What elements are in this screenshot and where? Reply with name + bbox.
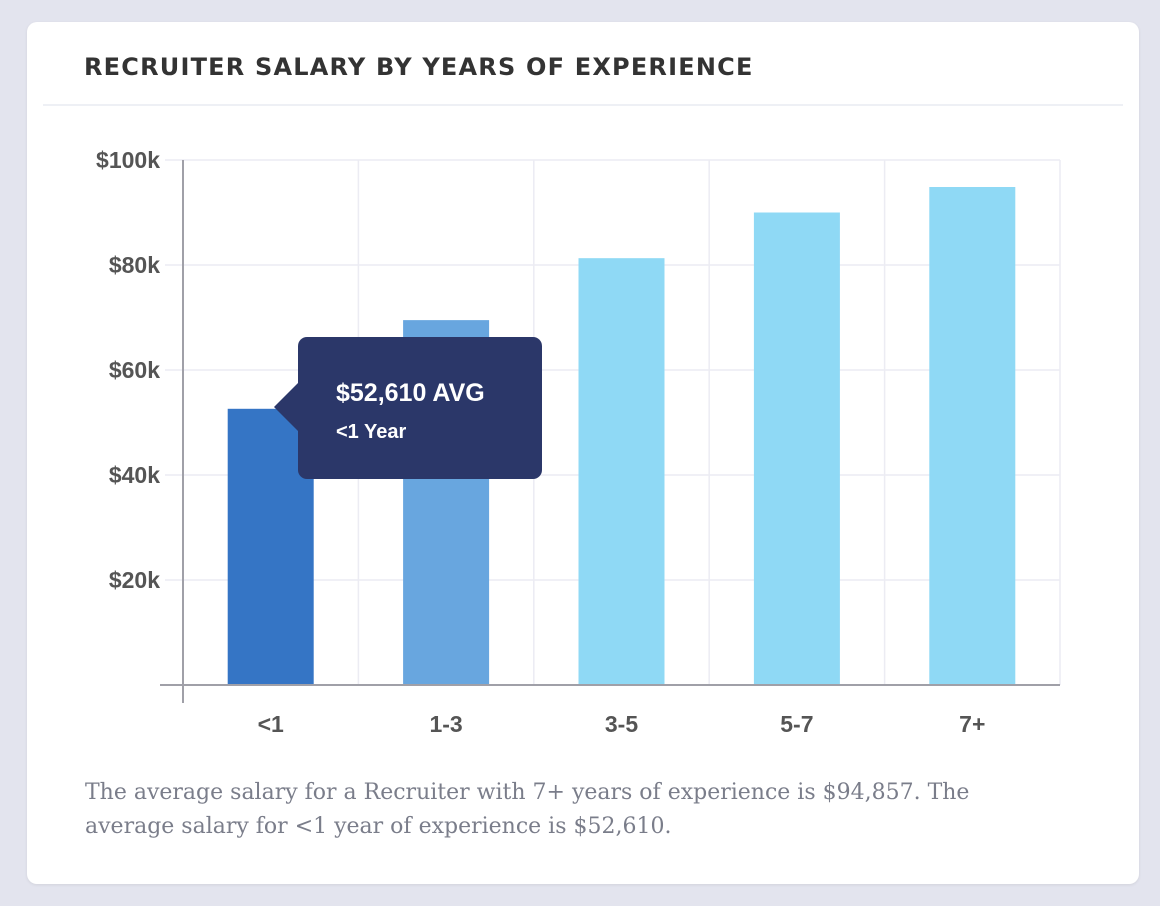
tooltip-value: $52,610 AVG (336, 379, 485, 407)
y-tick-labels: $20k $40k $60k $80k $100k (96, 147, 160, 593)
bar-3 (578, 258, 665, 685)
bar-4 (753, 212, 840, 685)
x-tick-label: 3-5 (605, 711, 638, 737)
bar-5 (929, 187, 1016, 686)
y-tick-label: $40k (109, 462, 160, 488)
chart-axes (160, 160, 1060, 703)
x-tick-labels: <1 1-3 3-5 5-7 7+ (258, 711, 986, 737)
x-tick-label: 1-3 (429, 711, 462, 737)
tooltip-pointer (274, 383, 298, 431)
x-tick-label: 7+ (959, 711, 985, 737)
title-divider (43, 104, 1123, 106)
x-tick-label: 5-7 (780, 711, 813, 737)
y-tick-label: $60k (109, 357, 160, 383)
y-tick-label: $20k (109, 567, 160, 593)
chart-bars (227, 187, 1016, 686)
tooltip-label: <1 Year (336, 421, 407, 443)
card-title: RECRUITER SALARY BY YEARS OF EXPERIENCE (84, 53, 754, 81)
y-tick-label: $100k (96, 147, 160, 173)
bar-tooltip: $52,610 AVG <1 Year (274, 337, 542, 479)
x-tick-label: <1 (258, 711, 284, 737)
y-tick-label: $80k (109, 252, 160, 278)
salary-summary: The average salary for a Recruiter with … (85, 780, 970, 839)
